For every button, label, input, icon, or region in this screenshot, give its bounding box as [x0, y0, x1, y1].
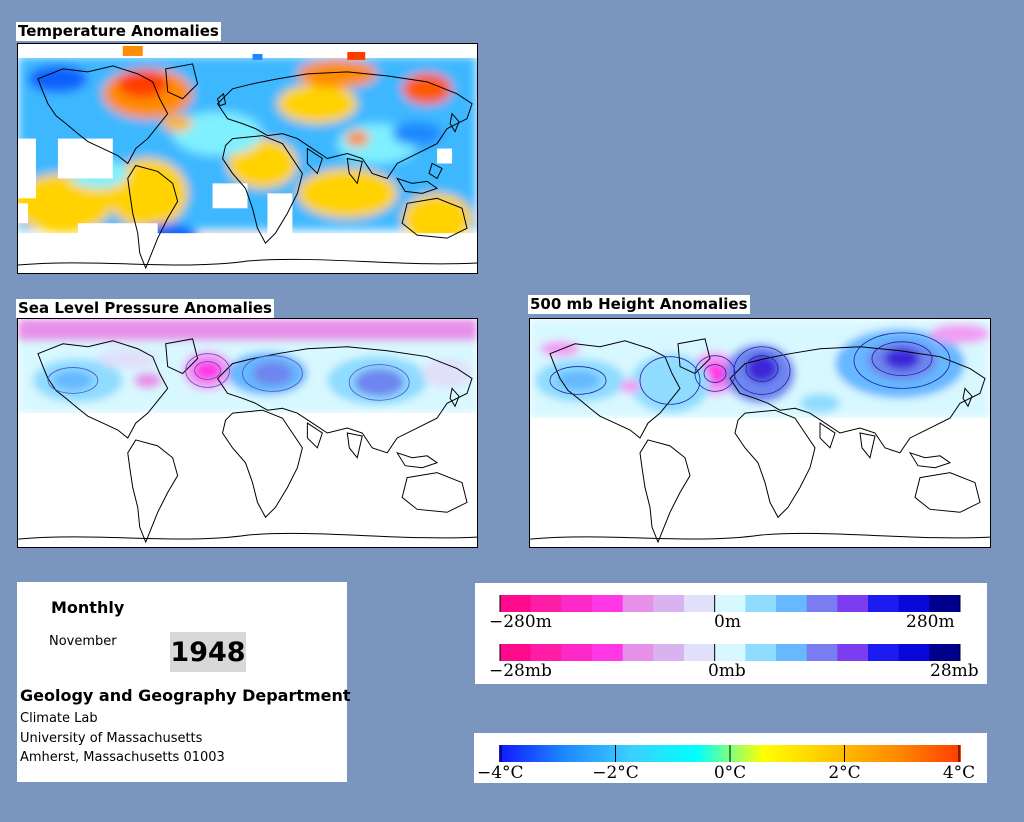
temperature-ticks: [500, 745, 960, 762]
500mb-height-title: 500 mb Height Anomalies: [528, 295, 750, 314]
height-swatch: [592, 595, 624, 612]
temperature-tick-label: −4°C: [477, 763, 524, 783]
university-label: University of Massachusetts: [20, 731, 203, 746]
pressure-swatch: [653, 644, 685, 661]
pressure-swatch: [714, 644, 746, 661]
temperature-title: Temperature Anomalies: [16, 22, 221, 41]
pressure-swatch: [530, 644, 562, 661]
pressure-max-label: 28mb: [930, 661, 979, 681]
year-label: 1948: [170, 632, 246, 672]
sea-level-pressure-map: [17, 318, 478, 548]
height-swatch: [806, 595, 838, 612]
height-max-label: 280m: [906, 612, 955, 632]
height-swatch: [530, 595, 562, 612]
temperature-tick-label: 2°C: [828, 763, 860, 783]
pressure-swatch: [868, 644, 900, 661]
temperature-tick-label: −2°C: [592, 763, 639, 783]
temperature-tick-label: 4°C: [943, 763, 975, 783]
height-mid-label: 0m: [714, 612, 741, 632]
height-swatch: [622, 595, 654, 612]
height-swatch: [714, 595, 746, 612]
period-label: Monthly: [51, 598, 125, 617]
height-swatch: [837, 595, 869, 612]
pressure-swatch: [837, 644, 869, 661]
500mb-height-map: [529, 318, 991, 548]
pressure-swatch: [622, 644, 654, 661]
height-swatch: [745, 595, 777, 612]
sea-level-pressure-title: Sea Level Pressure Anomalies: [16, 299, 274, 318]
pressure-swatch: [929, 644, 961, 661]
height-swatch: [653, 595, 685, 612]
height-swatch: [776, 595, 808, 612]
height-swatch: [898, 595, 930, 612]
info-box: Monthly November 1948 Geology and Geogra…: [17, 582, 351, 782]
pressure-swatch: [898, 644, 930, 661]
pressure-mid-label: 0mb: [708, 661, 746, 681]
lab-label: Climate Lab: [20, 711, 98, 726]
pressure-swatch: [745, 644, 777, 661]
height-colorbar: [499, 595, 961, 612]
pressure-min-label: −28mb: [489, 661, 552, 681]
height-swatch: [684, 595, 716, 612]
pressure-colorbar: [499, 644, 961, 661]
height-swatch: [929, 595, 961, 612]
temperature-legend: −4°C −2°C 0°C 2°C 4°C: [474, 733, 987, 783]
temperature-tick-label: 0°C: [714, 763, 746, 783]
month-label: November: [49, 634, 117, 649]
pressure-swatch: [806, 644, 838, 661]
height-min-label: −280m: [489, 612, 552, 632]
pressure-swatch: [684, 644, 716, 661]
pressure-swatch: [592, 644, 624, 661]
height-swatch: [500, 595, 532, 612]
height-swatch: [868, 595, 900, 612]
pressure-swatch: [500, 644, 532, 661]
address-label: Amherst, Massachusetts 01003: [20, 750, 225, 765]
temperature-anomaly-map: [17, 43, 478, 274]
height-pressure-legend: −280m 0m 280m −28mb 0mb 28mb: [475, 583, 987, 684]
height-swatch: [561, 595, 593, 612]
department-label: Geology and Geography Department: [20, 686, 351, 705]
pressure-swatch: [776, 644, 808, 661]
pressure-swatch: [561, 644, 593, 661]
